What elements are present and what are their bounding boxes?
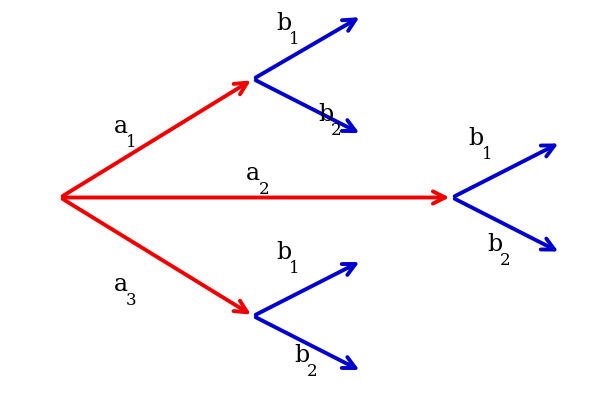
Text: a: a	[113, 115, 128, 138]
Text: b: b	[318, 103, 333, 126]
Text: 2: 2	[259, 181, 270, 198]
Text: b: b	[276, 12, 291, 35]
Text: 2: 2	[331, 122, 342, 139]
Text: 2: 2	[307, 363, 318, 380]
Text: b: b	[469, 127, 484, 150]
Text: 1: 1	[289, 31, 300, 48]
Text: b: b	[276, 241, 291, 264]
Text: a: a	[246, 162, 260, 185]
Text: 2: 2	[500, 252, 511, 269]
Text: a: a	[113, 273, 128, 296]
Text: 1: 1	[126, 134, 137, 151]
Text: b: b	[294, 344, 309, 367]
Text: b: b	[487, 233, 502, 256]
Text: 1: 1	[289, 260, 300, 277]
Text: 1: 1	[482, 145, 493, 163]
Text: 3: 3	[126, 292, 137, 309]
